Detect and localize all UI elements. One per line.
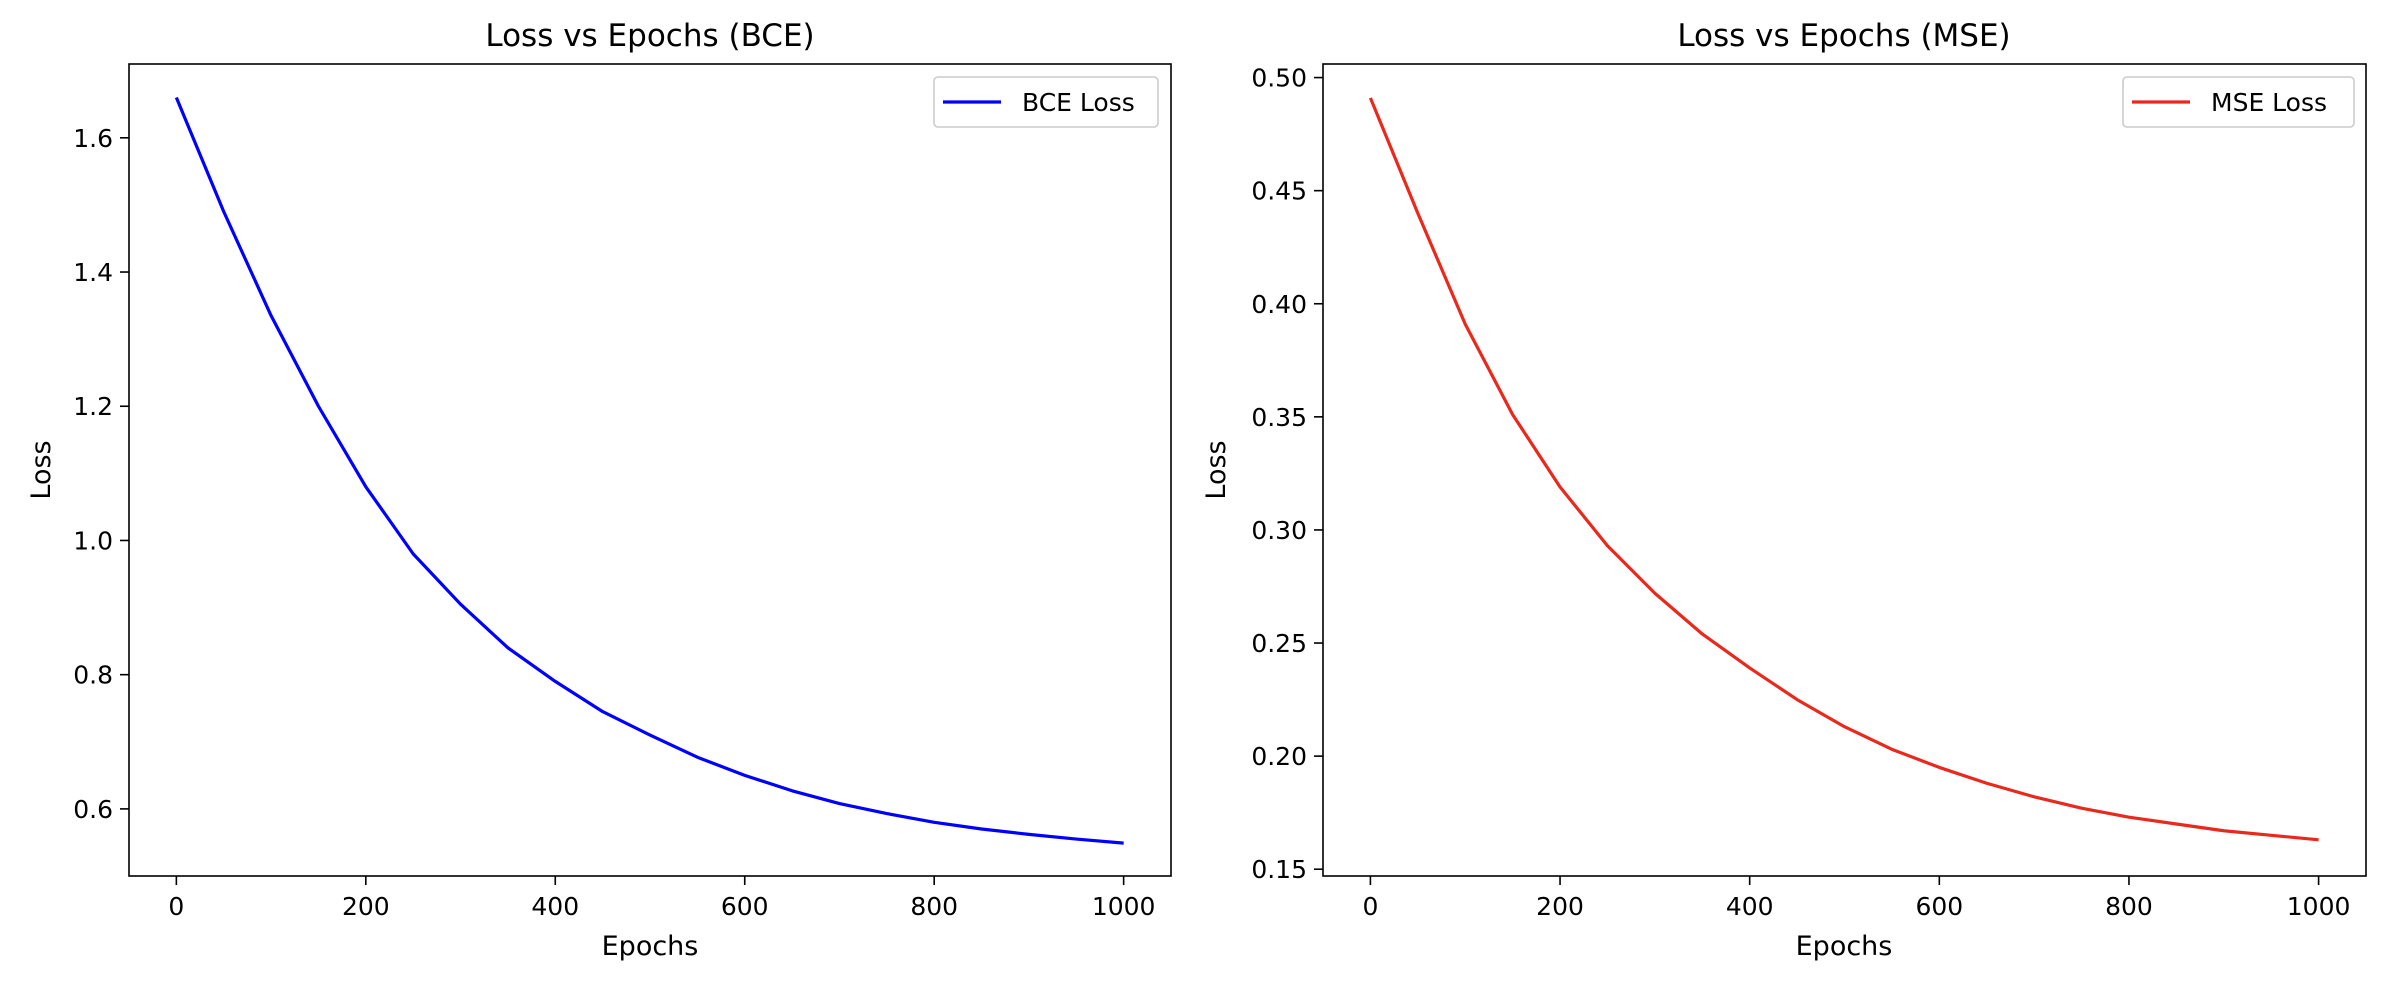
legend-box — [933, 76, 1159, 128]
plot-series — [1368, 97, 2319, 842]
y-tick-label: 0.20 — [1251, 742, 1307, 771]
mse-loss-chart: Loss vs Epochs (MSE) Epochs Loss 0 200 400… — [1201, 18, 2367, 962]
bce-loss-chart: Loss vs Epochs (BCE) Epochs Loss 0 200 400… — [26, 18, 1172, 962]
legend: BCE Loss — [933, 76, 1159, 128]
y-tick-label: 1.4 — [73, 258, 113, 287]
x-tick-label: 400 — [1726, 892, 1774, 921]
axes-frame — [128, 63, 1172, 877]
axes-frame — [1322, 63, 2367, 877]
y-tick-label: 0.45 — [1251, 177, 1307, 206]
x-tick-label: 600 — [721, 892, 769, 921]
chart-title: Loss vs Epochs (BCE) — [485, 18, 814, 54]
series-line-bce-loss — [174, 96, 1124, 845]
y-tick-label: 0.8 — [73, 661, 113, 690]
y-axis-label: Loss — [26, 440, 57, 499]
x-tick-label: 0 — [1362, 892, 1378, 921]
y-tick-label: 0.25 — [1251, 629, 1307, 658]
y-tick-label: 0.40 — [1251, 290, 1307, 319]
x-axis-ticks: 0 200 400 600 800 1000 — [168, 876, 1155, 921]
y-tick-label: 0.35 — [1251, 403, 1307, 432]
x-axis-label: Epochs — [1796, 931, 1893, 962]
x-tick-label: 600 — [1915, 892, 1963, 921]
y-tick-label: 0.50 — [1251, 64, 1307, 93]
legend: MSE Loss — [2122, 76, 2355, 128]
x-axis-ticks: 0 200 400 600 800 1000 — [1362, 876, 2350, 921]
y-axis-ticks: 0.6 0.8 1.0 1.2 1.4 1.6 — [73, 124, 129, 824]
y-tick-label: 0.6 — [73, 795, 113, 824]
legend-label-mse-loss: MSE Loss — [2211, 88, 2327, 117]
x-tick-label: 0 — [168, 892, 184, 921]
x-tick-label: 200 — [1536, 892, 1584, 921]
legend-box — [2122, 76, 2355, 128]
x-tick-label: 800 — [910, 892, 958, 921]
x-tick-label: 1000 — [1092, 892, 1156, 921]
y-axis-label: Loss — [1201, 440, 1232, 499]
x-tick-label: 1000 — [2287, 892, 2351, 921]
y-tick-label: 0.15 — [1251, 855, 1307, 884]
chart-title: Loss vs Epochs (MSE) — [1677, 18, 2010, 54]
plot-series — [174, 96, 1124, 845]
x-tick-label: 800 — [2105, 892, 2153, 921]
y-tick-label: 0.30 — [1251, 516, 1307, 545]
x-tick-label: 200 — [342, 892, 390, 921]
x-axis-label: Epochs — [602, 931, 699, 962]
series-line-mse-loss — [1368, 97, 2319, 842]
y-tick-label: 1.6 — [73, 124, 113, 153]
y-tick-label: 1.0 — [73, 526, 113, 555]
y-tick-label: 1.2 — [73, 392, 113, 421]
legend-label-bce-loss: BCE Loss — [1022, 88, 1135, 117]
x-tick-label: 400 — [531, 892, 579, 921]
y-axis-ticks: 0.15 0.20 0.25 0.30 0.35 0.40 0.45 0.50 — [1251, 64, 1323, 884]
